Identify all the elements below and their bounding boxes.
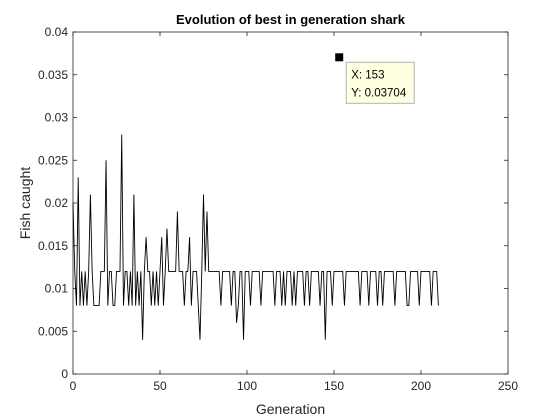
axes-box xyxy=(72,31,509,375)
chart-title: Evolution of best in generation shark xyxy=(176,12,406,27)
y-tick-label: 0.035 xyxy=(38,68,68,82)
datatip-box xyxy=(345,61,415,104)
y-tick-label: 0.01 xyxy=(45,282,69,296)
y-tick-label: 0.015 xyxy=(38,239,68,253)
datatip-marker xyxy=(335,53,344,62)
series-line xyxy=(72,134,439,340)
x-tick-label: 50 xyxy=(153,379,167,393)
y-axis-label: Fish caught xyxy=(17,167,33,239)
x-tick-label: 0 xyxy=(70,379,77,393)
y-tick-label: 0.04 xyxy=(45,25,69,39)
plot-area: 0 50 100 150 200 250 0 0.005 0.01 0.015 0.02 0.025 0… xyxy=(38,25,518,393)
y-tick-label: 0.005 xyxy=(38,324,68,338)
x-tick-label: 100 xyxy=(237,379,257,393)
datatip-x-label: X: 153 xyxy=(351,69,384,81)
x-axis-label: Generation xyxy=(256,401,325,417)
y-tick-label: 0.03 xyxy=(45,111,69,125)
y-tick-label: 0 xyxy=(61,367,68,381)
x-tick-label: 250 xyxy=(498,379,518,393)
x-tick-label: 200 xyxy=(411,379,431,393)
x-tick-label: 150 xyxy=(324,379,344,393)
datatip-y-label: Y: 0.03704 xyxy=(351,87,407,99)
y-tick-label: 0.025 xyxy=(38,153,68,167)
y-tick-label: 0.02 xyxy=(45,196,69,210)
datatip[interactable]: X: 153 Y: 0.03704 xyxy=(335,53,415,104)
